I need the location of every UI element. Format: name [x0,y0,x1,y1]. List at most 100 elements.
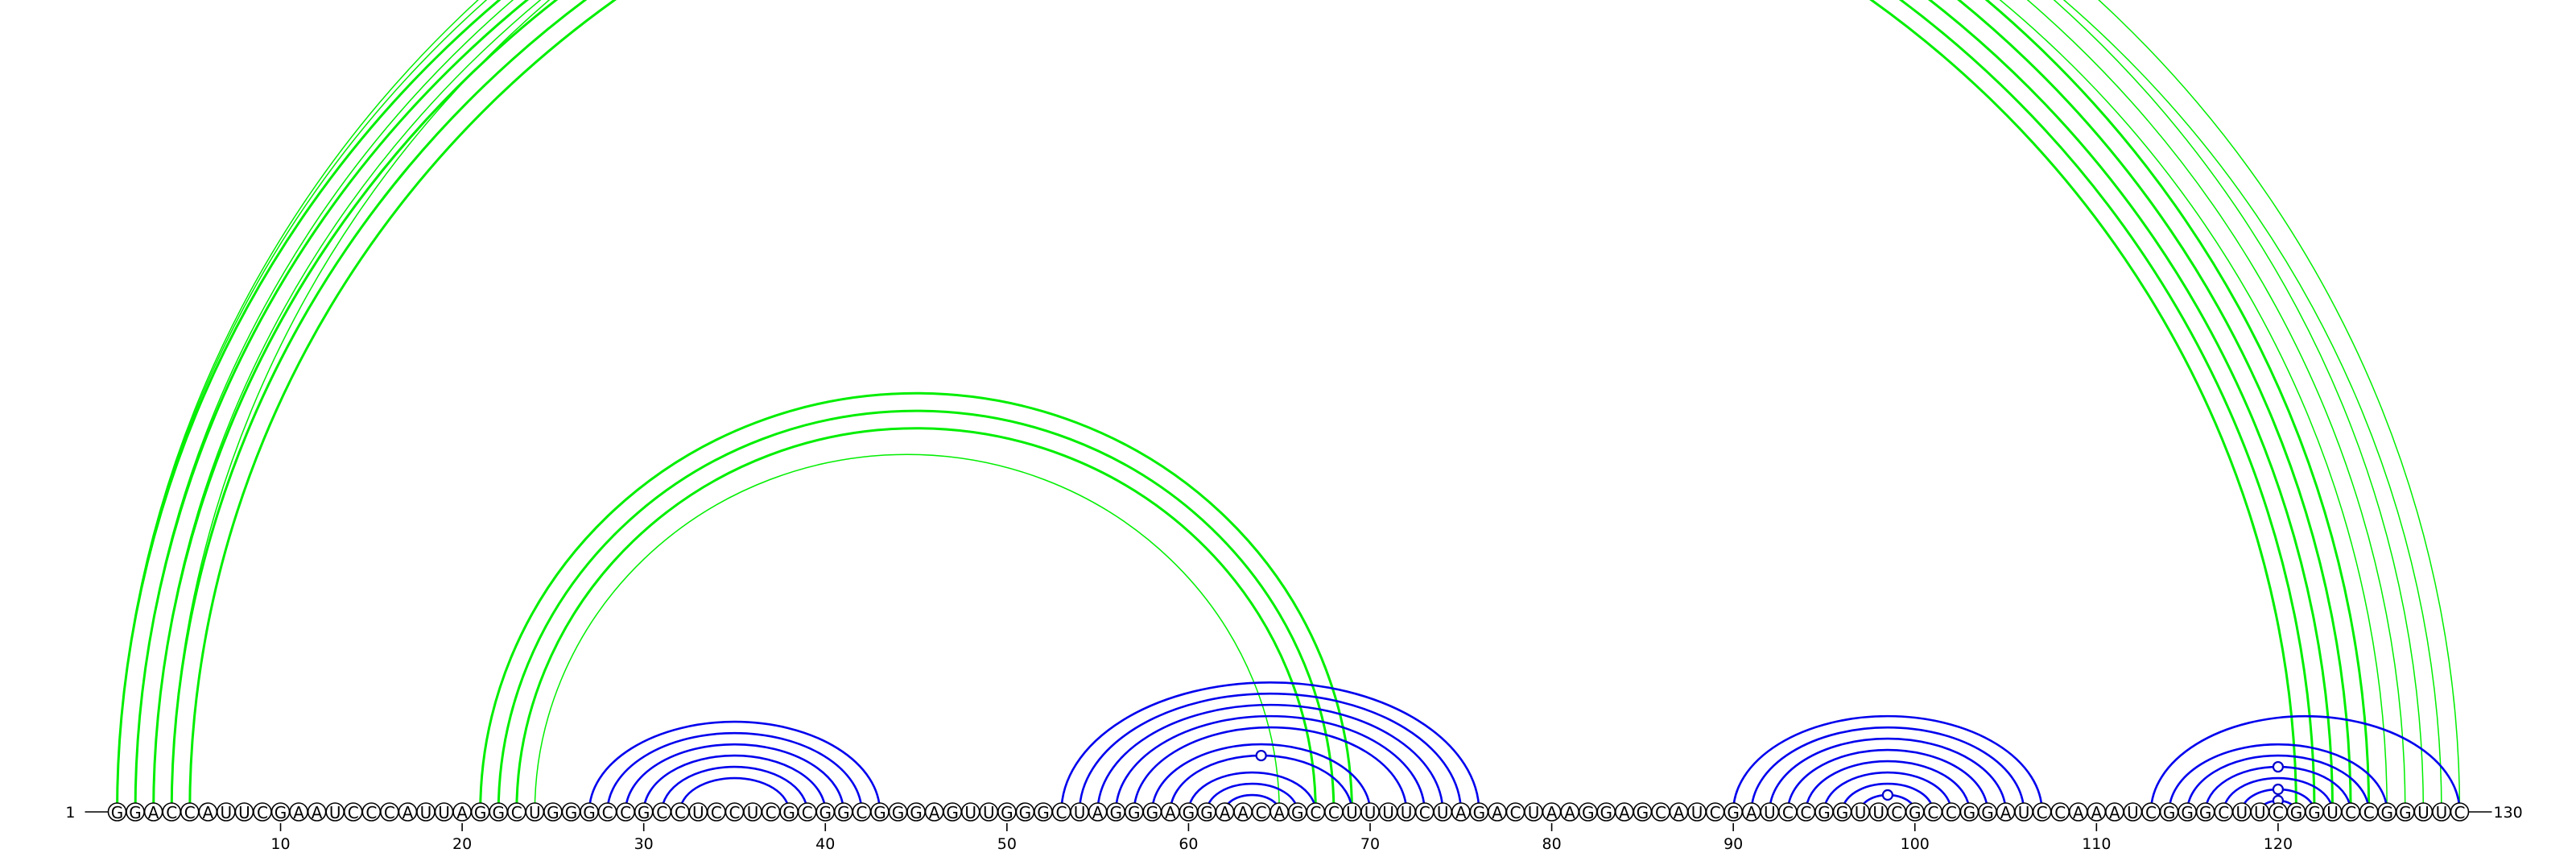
nucleotide: A [1615,802,1634,822]
nucleotide: C [2032,802,2052,822]
nucleotide: U [960,802,980,822]
nucleotide: U [1524,802,1543,822]
nucleotide: G [1179,802,1199,822]
nucleotide: U [1070,802,1089,822]
nucleotide: A [2105,802,2124,822]
tick-label: 90 [1724,835,1743,853]
nucleotide: G [270,802,291,822]
nucleotide: G [126,802,145,822]
nucleotide: U [1360,802,1380,822]
nucleotide-letter: A [1455,803,1467,822]
nucleotide: G [2377,802,2397,822]
nucleotide-letter: G [1473,803,1486,822]
nucleotide-letter: C [2273,803,2284,822]
nucleotide: G [997,802,1017,822]
nucleotide: G [1814,802,1834,822]
nucleotide-letter: G [1637,803,1649,822]
nucleotide: G [1106,802,1125,822]
upper-arc [515,427,1317,813]
nucleotide: G [2195,802,2215,822]
nucleotide: G [580,802,599,822]
nucleotide: C [506,802,526,822]
tick-label: 110 [2082,835,2111,853]
nucleotide-letter: G [129,803,142,822]
nucleotide: G [2286,802,2306,822]
upper-arc [497,409,1335,813]
lower-arc [1133,727,1408,813]
nucleotide: U [416,802,436,822]
tick-label: 10 [270,835,290,853]
nucleotide-letter: A [1746,803,1757,822]
upper-arc [116,0,2425,813]
nucleotide: C [2214,802,2234,822]
nucleotide-letter: G [565,803,578,822]
nucleotide: G [489,802,509,822]
nucleotide: C [1942,802,1961,822]
nucleotide: G [1596,802,1616,822]
lower-arc [1151,743,1372,813]
nucleotide-letter: G [2399,803,2412,822]
nucleotide: G [906,802,926,822]
upper-arc [116,0,2371,813]
nucleotide: C [1505,802,1525,822]
nucleotide-letter: G [2308,803,2321,822]
nucleotide-letter: C [511,803,522,822]
nucleotide: C [597,802,617,822]
nucleotide: C [162,802,181,822]
nucleotide-letter: U [964,803,976,822]
lower-arc [1078,692,1463,813]
tick-label: 100 [1901,835,1930,853]
nucleotide: C [724,802,745,822]
nucleotide: C [797,802,817,822]
nucleotide: C [1251,802,1271,822]
nucleotide-letter: U [329,803,341,822]
nucleotide-letter: G [111,803,124,822]
nucleotide-letter: G [2381,803,2394,822]
nucleotide: G [543,802,563,822]
nucleotide: C [1306,802,1326,822]
nucleotide: C [2450,802,2470,822]
nucleotide: A [1669,802,1689,822]
nucleotide-letter: G [1037,803,1050,822]
tick-label: 30 [634,835,654,853]
nucleotide: U [2413,802,2434,822]
nucleotide: C [652,802,672,822]
nucleotide: G [870,802,890,822]
lower-arc [660,765,809,813]
nucleotide: G [107,802,127,822]
nucleotide-letter: G [2163,803,2176,822]
nucleotide: G [1832,802,1852,822]
nucleotide: C [1796,802,1816,822]
nucleotide-letter: U [692,803,704,822]
nucleotide-letter: U [1872,803,1885,822]
lower-arc-marker [2272,783,2285,796]
lower-arc [606,732,863,813]
nucleotide-letter: C [365,803,377,822]
nucleotide: G [634,802,654,822]
nucleotide-letter: C [384,803,395,822]
nucleotide-letter: G [638,803,650,822]
nucleotide-letter: G [2199,803,2212,822]
nucleotide-letter: G [1836,803,1849,822]
nucleotide: C [2050,802,2070,822]
nucleotide-letter: G [1582,803,1595,822]
nucleotide-letter: C [1891,803,1902,822]
nucleotide: C [1923,802,1943,822]
nucleotide-letter: U [221,803,233,822]
upper-arc [134,0,2406,813]
nucleotide-letter: C [2054,803,2066,822]
lower-arc-marker [1881,789,1894,801]
nucleotide-letter: A [1674,803,1685,822]
nucleotide-letter: G [492,803,505,822]
lower-arc [1096,704,1444,813]
lower-arc [1750,727,2025,813]
lower-arc [1187,771,1317,813]
lower-arc [1823,772,1953,813]
tick-label: 60 [1179,835,1198,853]
nucleotide: G [888,802,908,822]
nucleotide-letter: C [2454,803,2466,822]
tick-label: 120 [2264,835,2293,853]
nucleotide: U [1378,802,1398,822]
nucleotide-letter: G [1200,803,1213,822]
nucleotide-letter: A [1092,803,1104,822]
